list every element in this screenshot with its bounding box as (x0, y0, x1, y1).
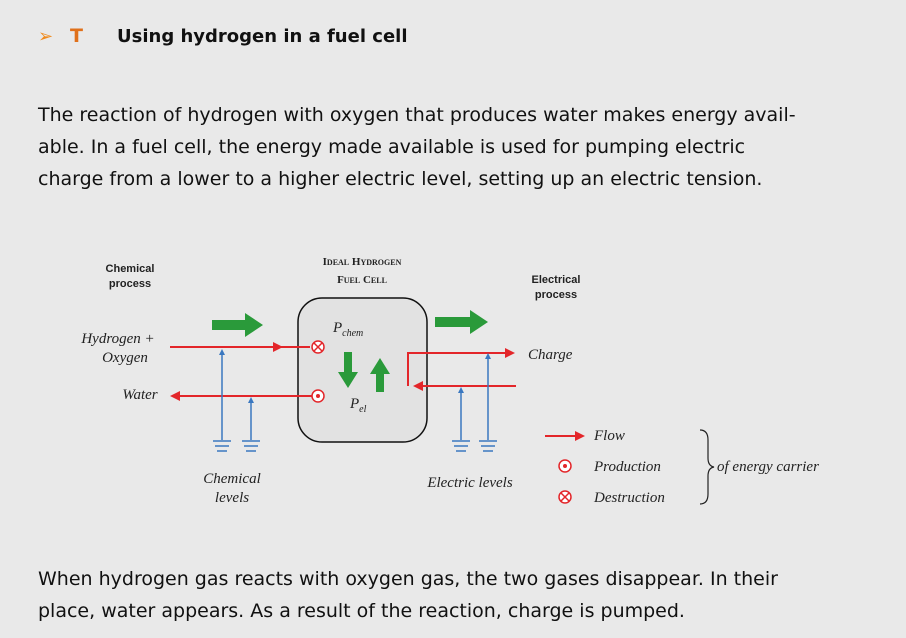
legend-label: Flow (593, 428, 625, 444)
text-line: The reaction of hydrogen with oxygen tha… (37, 104, 796, 126)
symbol: Pchem (332, 320, 363, 339)
diagram: Chemical process Ideal Hydrogen Fuel Cel… (80, 256, 819, 506)
legend-production (558, 459, 572, 473)
brace (699, 429, 715, 505)
legend-label: Destruction (593, 490, 665, 506)
production-symbol (311, 389, 325, 403)
symbol-letter: P (349, 396, 359, 412)
label: process (535, 289, 577, 301)
label: Ideal Hydrogen (323, 256, 402, 268)
text-line: When hydrogen gas reacts with oxygen gas… (38, 568, 778, 590)
text-line: able. In a fuel cell, the energy made av… (38, 136, 745, 158)
level-lines (213, 349, 497, 452)
symbol-subscript: el (359, 404, 366, 415)
label: Oxygen (102, 350, 148, 366)
flow-arrow (407, 348, 515, 386)
green-arrow (435, 310, 488, 334)
green-arrow (370, 358, 390, 392)
legend-label: Production (593, 459, 661, 475)
paragraph: When hydrogen gas reacts with oxygen gas… (38, 568, 778, 622)
symbol-subscript: chem (342, 328, 363, 339)
green-arrow (212, 313, 263, 337)
symbol: Pel (349, 396, 367, 415)
label: Electrical (532, 274, 581, 286)
text-line: place, water appears. As a result of the… (38, 600, 685, 622)
label: process (109, 278, 151, 290)
symbol-letter: P (332, 320, 342, 336)
legend-destruction (558, 490, 572, 504)
bullet: ➢ (38, 26, 53, 47)
legend-label: of energy carrier (717, 459, 819, 475)
label: Hydrogen + (80, 331, 154, 347)
label: Electric levels (426, 475, 513, 491)
fuel-cell (297, 297, 428, 443)
label: Chemical (106, 263, 155, 275)
label: levels (215, 490, 249, 506)
marker: T (70, 25, 83, 47)
label: Fuel Cell (337, 274, 387, 286)
heading: Using hydrogen in a fuel cell (117, 26, 408, 47)
paragraph: The reaction of hydrogen with oxygen tha… (37, 104, 796, 190)
text-line: charge from a lower to a higher electric… (38, 168, 762, 190)
destruction-symbol (311, 340, 325, 354)
label: Charge (528, 347, 573, 363)
label: Water (122, 387, 157, 403)
label: Chemical (203, 471, 261, 487)
green-arrow (338, 352, 358, 388)
